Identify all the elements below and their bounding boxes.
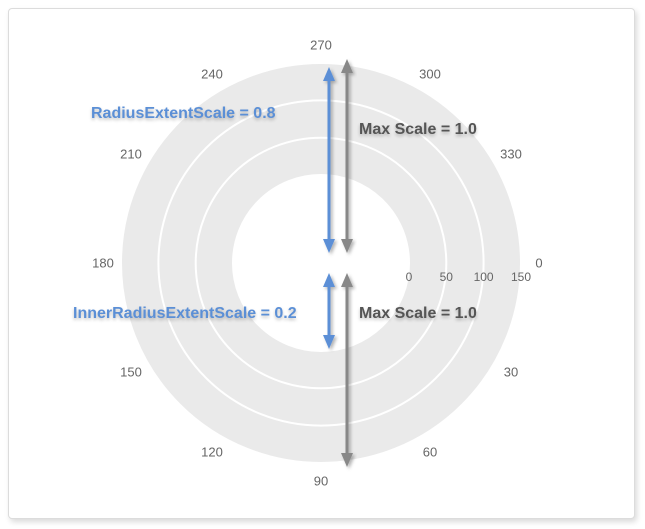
annotation-radius-extent: RadiusExtentScale = 0.8: [91, 105, 276, 123]
angle-label-210: 210: [120, 147, 142, 162]
annotation-max-scale-top: Max Scale = 1.0: [359, 121, 477, 139]
radius-label-100: 100: [474, 270, 494, 284]
radius-label-50: 50: [440, 270, 453, 284]
radius-label-150: 150: [511, 270, 531, 284]
chart-card: 270 300 330 0 30 60 90 120 150 180 210 2…: [8, 8, 635, 519]
angle-label-240: 240: [201, 67, 223, 82]
angle-label-270: 270: [310, 38, 332, 53]
angle-label-30: 30: [504, 365, 518, 380]
annotation-inner-radius-extent: InnerRadiusExtentScale = 0.2: [73, 305, 297, 323]
angle-label-330: 330: [500, 147, 522, 162]
angle-label-150: 150: [120, 365, 142, 380]
angle-label-90: 90: [314, 474, 328, 489]
angle-label-60: 60: [423, 445, 437, 460]
angle-label-180: 180: [92, 256, 114, 271]
polar-chart: 270 300 330 0 30 60 90 120 150 180 210 2…: [9, 9, 634, 518]
angle-label-300: 300: [419, 67, 441, 82]
angle-label-0: 0: [535, 256, 542, 271]
angle-label-120: 120: [201, 445, 223, 460]
annotation-max-scale-bottom: Max Scale = 1.0: [359, 305, 477, 323]
radius-label-0: 0: [406, 270, 413, 284]
